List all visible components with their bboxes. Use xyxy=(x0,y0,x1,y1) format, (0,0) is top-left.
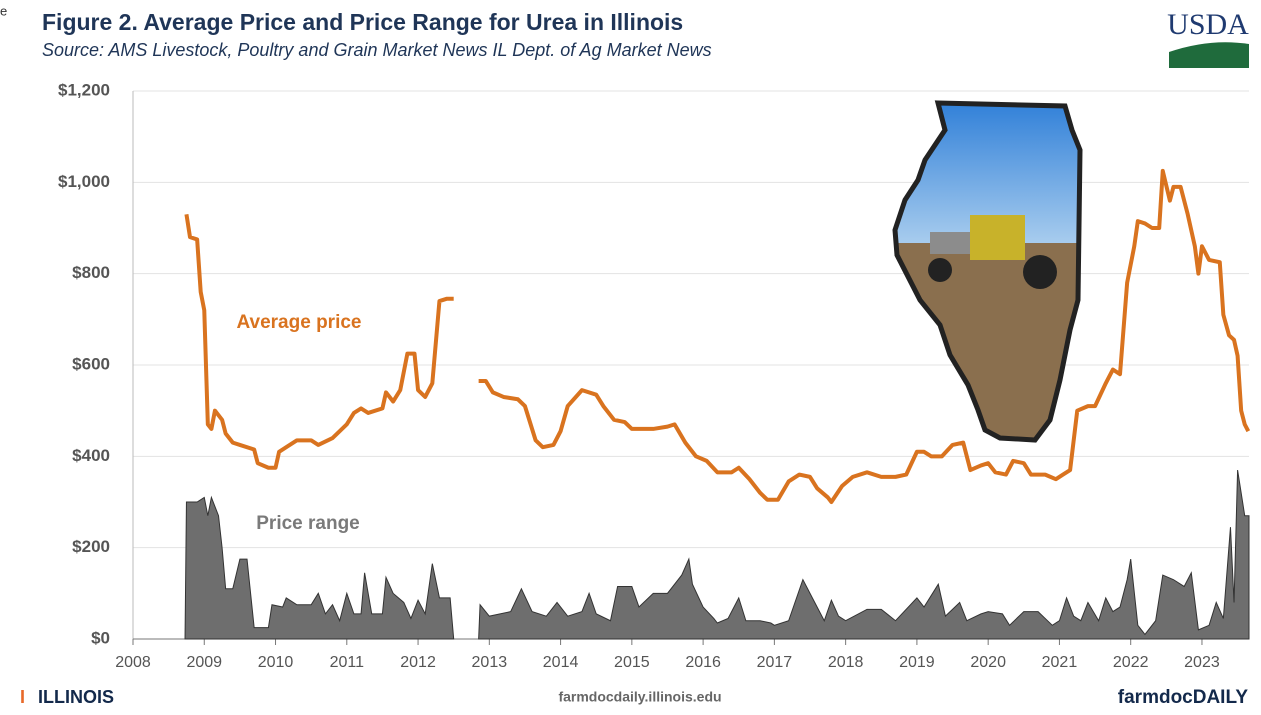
x-tick-label: 2015 xyxy=(614,654,650,671)
image-field xyxy=(890,243,1090,443)
x-tick-label: 2010 xyxy=(258,654,294,671)
series-annotation: Average price xyxy=(237,312,362,333)
usda-logo: USDA xyxy=(1167,8,1249,68)
y-tick-label: $600 xyxy=(72,354,110,373)
x-tick-label: 2023 xyxy=(1184,654,1220,671)
footer-center: farmdocdaily.illinois.edu xyxy=(558,689,721,705)
image-wheel xyxy=(1023,255,1057,289)
illinois-image xyxy=(890,100,1090,443)
y-tick-label: $0 xyxy=(91,628,110,647)
footer-left: ILLINOIS xyxy=(38,687,114,707)
image-wheel xyxy=(928,258,952,282)
x-tick-label: 2013 xyxy=(472,654,508,671)
x-tick-label: 2014 xyxy=(543,654,579,671)
y-tick-label: $200 xyxy=(72,537,110,556)
logo-field xyxy=(1169,42,1249,68)
x-tick-label: 2018 xyxy=(828,654,864,671)
x-tick-label: 2017 xyxy=(757,654,793,671)
y-tick-label: $1,200 xyxy=(58,80,110,99)
chart: e Figure 2. Average Price and Price Rang… xyxy=(0,0,1261,710)
image-tractor xyxy=(970,215,1025,260)
x-tick-label: 2008 xyxy=(115,654,151,671)
footer: I ILLINOIS farmdocdaily.illinois.edu far… xyxy=(20,687,1248,708)
x-tick-label: 2021 xyxy=(1042,654,1078,671)
y-tick-label: $400 xyxy=(72,446,110,465)
corner-text: e xyxy=(0,3,7,18)
x-tick-label: 2022 xyxy=(1113,654,1149,671)
x-tick-label: 2009 xyxy=(186,654,222,671)
chart-title: Figure 2. Average Price and Price Range … xyxy=(42,9,683,35)
y-tick-label: $1,000 xyxy=(58,172,110,191)
series-annotation: Price range xyxy=(256,513,360,534)
x-tick-label: 2012 xyxy=(400,654,436,671)
x-tick-label: 2016 xyxy=(685,654,721,671)
price-line xyxy=(186,171,1248,502)
chart-subtitle: Source: AMS Livestock, Poultry and Grain… xyxy=(42,40,712,60)
footer-icon: I xyxy=(20,687,25,707)
x-tick-label: 2020 xyxy=(970,654,1006,671)
image-spreader xyxy=(930,232,975,254)
logo-text: USDA xyxy=(1167,8,1249,41)
x-tick-label: 2019 xyxy=(899,654,935,671)
x-tick-label: 2011 xyxy=(330,654,365,671)
footer-right: farmdocDAILY xyxy=(1118,687,1249,708)
y-tick-label: $800 xyxy=(72,263,110,282)
range-area xyxy=(185,470,1249,639)
